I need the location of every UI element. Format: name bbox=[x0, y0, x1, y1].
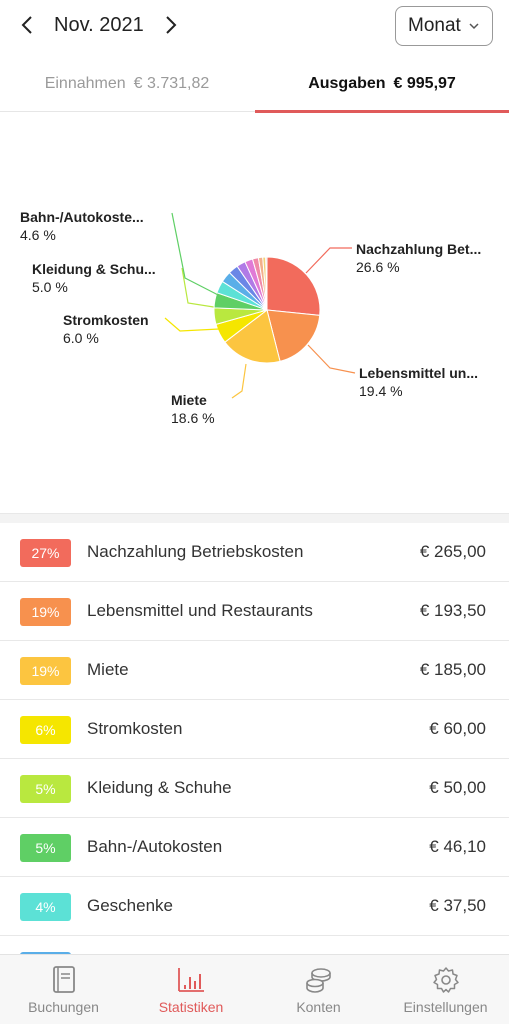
category-amount: € 50,00 bbox=[429, 778, 486, 797]
type-tabs: Einnahmen € 3.731,82 Ausgaben € 995,97 bbox=[0, 56, 509, 113]
category-list: 27% Nachzahlung Betriebskosten € 265,00 … bbox=[0, 523, 509, 954]
list-item[interactable]: 5% Bahn-/Autokosten € 46,10 bbox=[0, 818, 509, 877]
pie-slice[interactable] bbox=[224, 309, 281, 364]
percent-badge: 19% bbox=[20, 598, 71, 626]
pie-label-percent: 4.6 % bbox=[20, 227, 56, 243]
tab-income-amount: € 3.731,82 bbox=[133, 75, 210, 92]
category-name: Bahn-/Autokosten bbox=[87, 837, 223, 856]
nav-label: Buchungen bbox=[28, 999, 99, 1015]
category-amount: € 193,50 bbox=[419, 601, 486, 620]
percent-badge: 27% bbox=[20, 539, 71, 567]
pie-slice[interactable] bbox=[266, 309, 321, 362]
pie-chart-svg bbox=[164, 212, 356, 399]
pie-leader-line bbox=[171, 212, 225, 299]
pie-leader-line bbox=[307, 344, 356, 374]
header: Nov. 2021 Monat bbox=[0, 0, 509, 52]
percent-badge: 19% bbox=[20, 657, 71, 685]
pie-chart: Nachzahlung Bet... 26.6 % Lebensmittel u… bbox=[0, 113, 509, 513]
pie-label-kleidung: Kleidung & Schu... 5.0 % bbox=[32, 260, 156, 296]
pie-label-name: Lebensmittel un... bbox=[359, 365, 479, 381]
pie-leader-line bbox=[181, 267, 221, 309]
nav-konten[interactable]: Konten bbox=[255, 955, 382, 1024]
percent-badge: 5% bbox=[20, 775, 71, 803]
chevron-left-icon bbox=[21, 16, 32, 34]
chevron-down-icon bbox=[469, 23, 479, 30]
list-item[interactable]: 27% Nachzahlung Betriebskosten € 265,00 bbox=[0, 523, 509, 582]
bottom-nav: Buchungen Statistiken Konten Einstellung… bbox=[0, 954, 509, 1024]
coins-icon bbox=[305, 968, 331, 993]
nav-label: Statistiken bbox=[158, 999, 224, 1015]
tab-expense-label: Ausgaben bbox=[308, 75, 386, 92]
category-name: Miete bbox=[87, 660, 129, 679]
list-item[interactable] bbox=[0, 936, 509, 954]
pie-label-name: Miete bbox=[171, 392, 207, 408]
tab-income-label: Einnahmen bbox=[44, 75, 126, 92]
category-amount: € 60,00 bbox=[429, 719, 486, 738]
category-amount: € 46,10 bbox=[429, 837, 486, 856]
pie-label-name: Stromkosten bbox=[63, 312, 149, 328]
tab-income[interactable]: Einnahmen € 3.731,82 bbox=[0, 56, 254, 112]
category-amount: € 265,00 bbox=[419, 542, 486, 561]
next-month-button[interactable] bbox=[156, 10, 186, 40]
category-name: Stromkosten bbox=[87, 719, 183, 738]
pie-label-name: Kleidung & Schu... bbox=[32, 261, 156, 277]
month-label: Nov. 2021 bbox=[54, 14, 144, 36]
tab-expense[interactable]: Ausgaben € 995,97 bbox=[255, 56, 509, 113]
tab-expense-amount: € 995,97 bbox=[393, 75, 456, 92]
pie-label-stromkosten: Stromkosten 6.0 % bbox=[63, 311, 149, 347]
percent-badge bbox=[20, 952, 71, 954]
nav-statistiken[interactable]: Statistiken bbox=[127, 955, 255, 1024]
bar-chart-icon bbox=[178, 968, 204, 992]
category-name: Lebensmittel und Restaurants bbox=[87, 601, 313, 620]
percent-badge: 5% bbox=[20, 834, 71, 862]
pie-slice[interactable] bbox=[265, 256, 268, 311]
period-value: Monat bbox=[408, 15, 461, 36]
pie-leader-line bbox=[164, 317, 220, 332]
pie-leader-line bbox=[305, 247, 352, 274]
gear-icon bbox=[432, 967, 459, 993]
list-item[interactable]: 6% Stromkosten € 60,00 bbox=[0, 700, 509, 759]
pie-slice[interactable] bbox=[266, 256, 321, 316]
pie-label-nachzahlung: Nachzahlung Bet... 26.6 % bbox=[356, 240, 481, 276]
category-name: Kleidung & Schuhe bbox=[87, 778, 232, 797]
category-amount: € 37,50 bbox=[429, 896, 486, 915]
nav-einstellungen[interactable]: Einstellungen bbox=[382, 955, 509, 1024]
list-item[interactable]: 4% Geschenke € 37,50 bbox=[0, 877, 509, 936]
pie-label-miete: Miete 18.6 % bbox=[171, 391, 215, 427]
pie-label-name: Nachzahlung Bet... bbox=[356, 241, 482, 257]
list-item[interactable]: 5% Kleidung & Schuhe € 50,00 bbox=[0, 759, 509, 818]
list-item[interactable]: 19% Lebensmittel und Restaurants € 193,5… bbox=[0, 582, 509, 641]
previous-month-button[interactable] bbox=[12, 10, 42, 40]
category-name: Geschenke bbox=[87, 896, 173, 915]
percent-badge: 4% bbox=[20, 893, 71, 921]
section-divider bbox=[0, 513, 509, 523]
category-name: Nachzahlung Betriebskosten bbox=[87, 542, 304, 561]
chevron-right-icon bbox=[166, 16, 177, 34]
pie-label-percent: 18.6 % bbox=[171, 410, 215, 426]
list-item[interactable]: 19% Miete € 185,00 bbox=[0, 641, 509, 700]
pie-label-bahn: Bahn-/Autokoste... 4.6 % bbox=[20, 208, 144, 244]
category-amount: € 185,00 bbox=[419, 660, 486, 679]
nav-buchungen[interactable]: Buchungen bbox=[0, 955, 127, 1024]
pie-label-percent: 26.6 % bbox=[356, 259, 400, 275]
pie-label-percent: 6.0 % bbox=[63, 330, 99, 346]
pie-label-lebensmittel: Lebensmittel un... 19.4 % bbox=[359, 364, 478, 400]
percent-badge: 6% bbox=[20, 716, 71, 744]
period-select[interactable]: Monat bbox=[395, 6, 493, 46]
pie-leader-line bbox=[231, 363, 247, 399]
book-icon bbox=[52, 966, 75, 993]
pie-label-percent: 5.0 % bbox=[32, 279, 68, 295]
pie-label-percent: 19.4 % bbox=[359, 383, 403, 399]
pie-label-name: Bahn-/Autokoste... bbox=[20, 209, 144, 225]
nav-label: Konten bbox=[296, 999, 341, 1015]
nav-label: Einstellungen bbox=[403, 999, 488, 1015]
